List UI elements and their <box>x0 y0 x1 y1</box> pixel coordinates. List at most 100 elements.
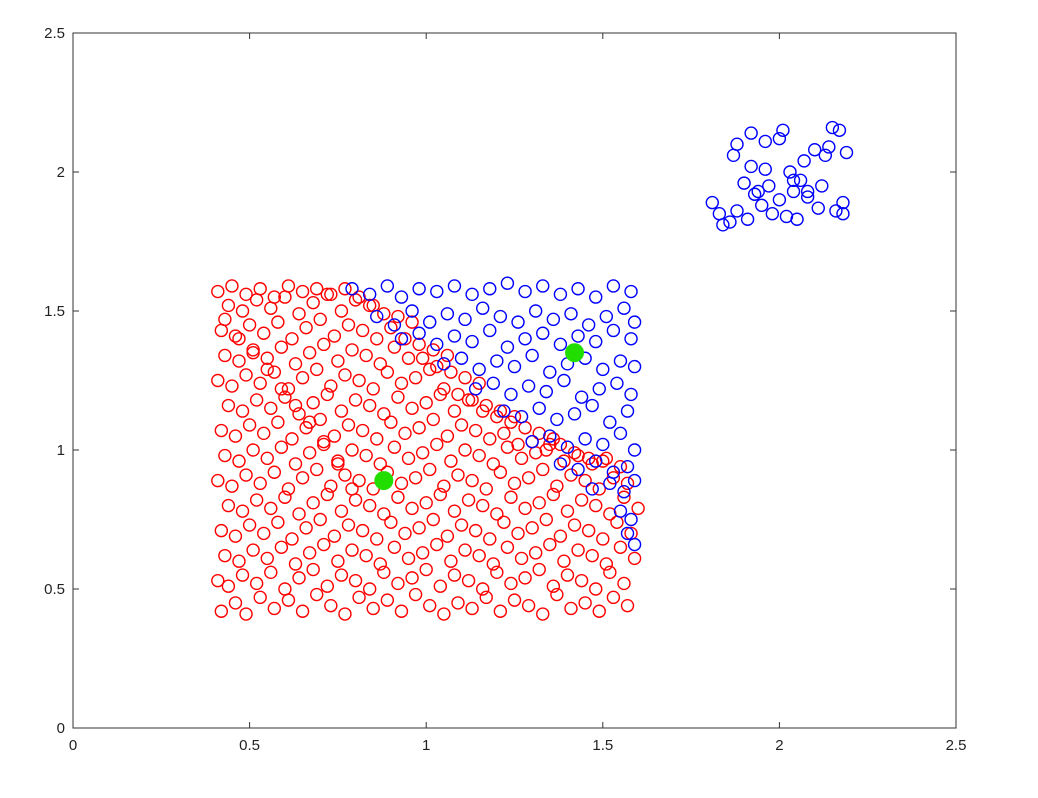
data-point-series-1 <box>249 393 264 407</box>
data-point-series-2 <box>581 318 596 332</box>
data-point-series-2 <box>454 351 469 365</box>
data-point-series-1 <box>292 571 306 585</box>
data-point-series-1 <box>218 548 232 563</box>
data-point-series-2 <box>394 290 409 304</box>
data-point-series-1 <box>232 354 246 368</box>
data-point-series-1 <box>483 432 497 446</box>
data-point-series-2 <box>627 443 642 457</box>
data-points <box>211 120 854 621</box>
data-point-series-1 <box>539 512 553 527</box>
data-point-series-1 <box>348 293 363 307</box>
data-point-series-1 <box>345 543 359 557</box>
data-point-series-2 <box>755 198 769 213</box>
data-point-series-2 <box>564 307 578 321</box>
data-point-series-1 <box>444 554 458 568</box>
data-point-series-2 <box>525 434 539 449</box>
data-point-series-1 <box>327 329 342 343</box>
data-point-series-1 <box>239 368 253 382</box>
data-point-series-1 <box>225 379 239 393</box>
data-point-series-2 <box>620 404 635 418</box>
data-point-series-1 <box>214 423 229 438</box>
data-point-series-1 <box>352 590 366 605</box>
data-point-series-2 <box>627 359 642 374</box>
data-point-series-1 <box>377 507 391 521</box>
data-point-series-2 <box>606 323 621 338</box>
data-point-series-2 <box>762 179 776 193</box>
data-point-series-1 <box>454 518 469 532</box>
data-point-series-1 <box>440 429 455 443</box>
data-point-series-1 <box>493 604 508 618</box>
data-point-series-2 <box>440 307 455 321</box>
data-point-series-1 <box>267 365 282 379</box>
data-point-series-2 <box>543 429 557 443</box>
data-point-series-1 <box>278 490 292 504</box>
data-point-series-1 <box>320 579 335 593</box>
data-point-series-1 <box>271 415 285 429</box>
data-point-series-1 <box>461 393 476 407</box>
data-point-series-1 <box>288 557 303 571</box>
data-point-series-2 <box>624 332 638 346</box>
data-point-series-1 <box>560 568 575 582</box>
data-point-series-1 <box>317 537 331 552</box>
data-point-series-1 <box>320 487 335 502</box>
data-point-series-2 <box>500 276 515 290</box>
data-point-series-1 <box>419 396 433 410</box>
data-point-series-1 <box>384 515 398 529</box>
data-point-series-1 <box>235 304 250 318</box>
data-point-series-2 <box>836 206 850 221</box>
data-point-series-1 <box>476 498 490 513</box>
data-point-series-1 <box>377 307 391 321</box>
x-tick-label: 0 <box>69 737 77 754</box>
data-point-series-1 <box>232 454 246 468</box>
data-point-series-2 <box>430 284 444 299</box>
data-point-series-2 <box>815 179 829 193</box>
data-point-series-1 <box>401 351 416 365</box>
data-point-series-1 <box>430 359 444 374</box>
data-point-series-1 <box>249 576 264 591</box>
data-point-series-2 <box>808 143 822 157</box>
data-point-series-2 <box>723 215 737 229</box>
data-point-series-1 <box>518 501 532 516</box>
data-point-series-1 <box>447 568 462 582</box>
data-point-series-2 <box>705 195 719 210</box>
data-point-series-1 <box>313 512 327 527</box>
data-point-series-1 <box>334 404 349 418</box>
data-point-series-1 <box>613 540 628 554</box>
data-point-series-1 <box>320 387 335 402</box>
data-point-series-1 <box>606 590 621 605</box>
data-point-series-2 <box>829 204 843 218</box>
data-point-series-1 <box>617 490 631 504</box>
y-tick-label: 1 <box>57 442 65 459</box>
data-point-series-1 <box>221 398 236 413</box>
data-point-series-1 <box>401 451 416 466</box>
data-point-series-2 <box>776 123 790 138</box>
data-point-series-1 <box>408 471 423 485</box>
data-point-series-2 <box>476 301 490 315</box>
data-point-series-2 <box>765 206 780 221</box>
data-point-series-1 <box>232 332 246 346</box>
data-point-series-1 <box>331 457 345 471</box>
data-point-series-1 <box>246 343 260 357</box>
data-point-series-1 <box>373 357 387 371</box>
data-point-series-2 <box>740 212 755 226</box>
data-point-series-1 <box>320 287 335 302</box>
data-point-series-1 <box>430 537 444 552</box>
data-point-series-1 <box>387 440 402 454</box>
data-point-series-1 <box>345 482 359 496</box>
data-point-series-2 <box>486 376 501 390</box>
data-point-series-1 <box>405 315 419 329</box>
data-point-series-1 <box>334 568 349 582</box>
data-point-series-1 <box>214 604 229 618</box>
data-point-series-1 <box>267 290 282 304</box>
data-point-series-1 <box>433 487 448 502</box>
data-point-series-1 <box>292 507 306 521</box>
data-point-series-1 <box>352 473 366 488</box>
data-point-series-1 <box>285 532 299 546</box>
x-tick-label: 1 <box>422 737 430 754</box>
data-point-series-2 <box>606 279 621 293</box>
data-point-series-1 <box>412 337 426 352</box>
data-point-series-1 <box>285 332 299 346</box>
data-point-series-2 <box>345 282 359 296</box>
data-point-series-2 <box>430 337 444 352</box>
data-point-series-1 <box>302 546 317 560</box>
